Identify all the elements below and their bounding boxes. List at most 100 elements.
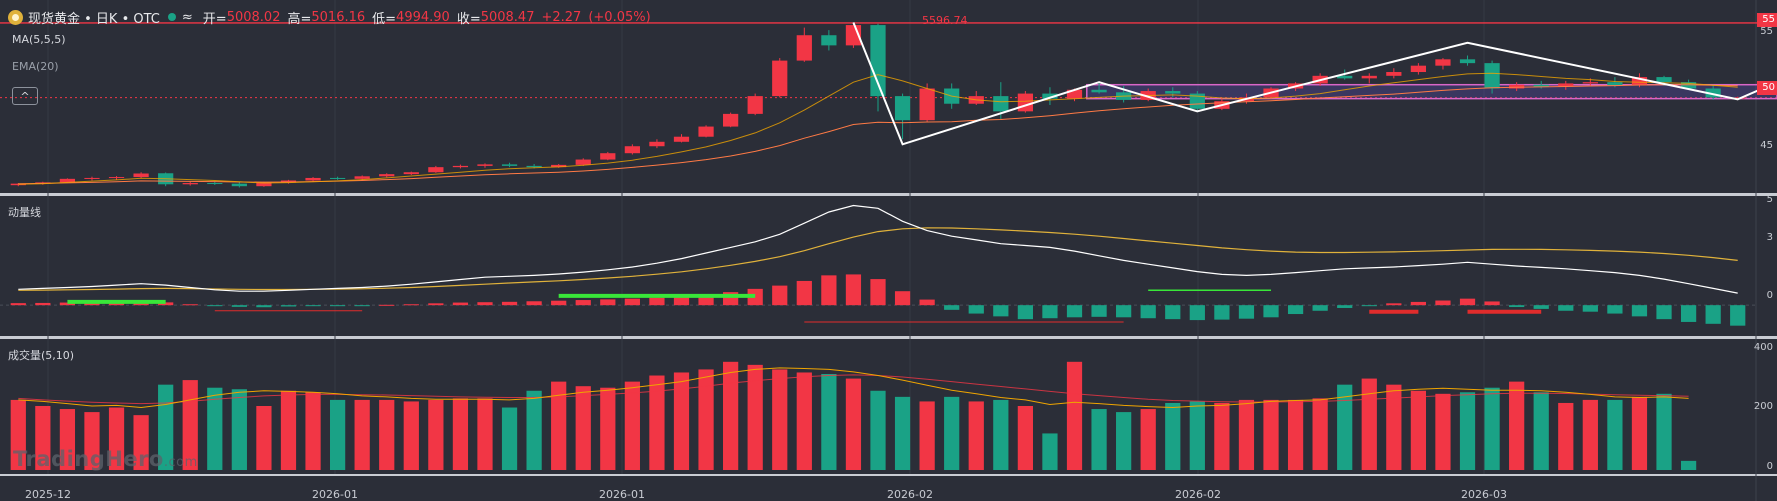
momentum-tick-2: 0 (1766, 290, 1773, 301)
momentum-bar (477, 302, 493, 306)
volume-bar (158, 384, 174, 470)
candle-body (551, 164, 567, 168)
candle-body (1165, 91, 1181, 94)
momentum-bar (403, 304, 419, 306)
volume-bar (10, 399, 26, 470)
momentum-bar (231, 305, 247, 307)
momentum-tick-1: 3 (1766, 232, 1773, 243)
volume-bar (329, 399, 346, 470)
volume-bar (1042, 433, 1058, 470)
candle-body (919, 88, 935, 121)
price-tick: 45 (1760, 140, 1773, 151)
momentum-bar (1680, 305, 1697, 322)
volume-pane-label[interactable]: 成交量(5,10) (8, 349, 75, 362)
momentum-bar (1730, 305, 1746, 326)
volume-bar (35, 406, 51, 470)
candle-body (1459, 59, 1476, 64)
candle-body (1066, 89, 1083, 99)
high-value: 5016.16 (311, 9, 366, 25)
momentum-pane-label[interactable]: 动量线 (8, 206, 41, 219)
volume-bar (403, 401, 419, 470)
ma-indicator-label[interactable]: MA(5,5,5) (12, 33, 66, 46)
collapse-indicators-button[interactable]: ^ (12, 87, 38, 105)
candle-body (747, 96, 763, 114)
candle-body (501, 164, 518, 166)
volume-bar (1459, 392, 1476, 470)
momentum-bar (501, 301, 518, 306)
momentum-bar (575, 300, 591, 306)
momentum-bar (379, 304, 395, 306)
volume-bar (919, 401, 935, 470)
volume-bar (1337, 384, 1353, 470)
volume-bar (821, 374, 837, 470)
candle-body (1484, 63, 1500, 89)
pane-divider-2 (0, 336, 1777, 339)
volume-tick-1: 200 (1753, 401, 1773, 412)
momentum-bar (10, 303, 26, 306)
momentum-bar (1189, 305, 1205, 321)
candle-body (600, 153, 616, 160)
momentum-bar (944, 305, 960, 310)
candle-body (84, 177, 100, 179)
momentum-bar (1631, 305, 1648, 317)
candle-body (182, 183, 198, 185)
momentum-bar (1091, 305, 1107, 317)
candle-body (1337, 75, 1353, 79)
volume-bar (796, 372, 812, 470)
momentum-bar (305, 305, 321, 307)
volume-bar (1165, 402, 1181, 470)
momentum-tick-0: 5 (1766, 194, 1773, 205)
momentum-bar (1705, 305, 1721, 324)
momentum-bar (1312, 305, 1328, 311)
volume-bar (1410, 390, 1427, 470)
volume-bar (673, 372, 690, 470)
candle-body (993, 96, 1009, 112)
momentum-bar (1656, 305, 1672, 320)
momentum-bar (600, 299, 616, 306)
momentum-bar (1066, 305, 1083, 318)
momentum-bar (673, 296, 690, 306)
ema-indicator-label[interactable]: EMA(20) (12, 60, 59, 73)
volume-bar (59, 409, 76, 470)
momentum-bar (280, 305, 297, 307)
volume-bar (894, 396, 911, 470)
open-label: 开= (202, 11, 227, 27)
volume-bar (944, 396, 960, 470)
candle-body (1680, 82, 1697, 89)
candle-body (329, 177, 346, 179)
candle-body (428, 167, 444, 173)
momentum-bar (1386, 303, 1402, 306)
volume-tick-0: 400 (1753, 342, 1773, 353)
current-price-tag: 50 (1757, 81, 1777, 95)
momentum-bar (649, 297, 665, 306)
candle-body (1017, 93, 1033, 112)
candle-body (1361, 75, 1377, 79)
pane-divider-1 (0, 193, 1777, 196)
x-label-4: 2026-02 (1175, 488, 1221, 501)
momentum-bar (1337, 305, 1353, 308)
change-value: +2.27 (541, 9, 582, 25)
volume-bar (182, 380, 198, 470)
high-label: 高= (287, 11, 312, 27)
wave-icon[interactable]: ≈ (181, 9, 193, 25)
volume-bar (1582, 399, 1598, 470)
candle-body (231, 183, 247, 187)
price-tick-top: 55 (1760, 26, 1773, 37)
momentum-bar (256, 305, 272, 308)
change-percent: (+0.05%) (588, 9, 651, 25)
candle-body (1042, 93, 1058, 99)
volume-bar (1484, 387, 1500, 470)
momentum-bar (624, 298, 640, 306)
momentum-bar (428, 303, 444, 306)
momentum-bar (1509, 305, 1525, 308)
volume-bar (452, 398, 469, 470)
momentum-bar (1533, 305, 1549, 309)
volume-bar (1116, 412, 1132, 470)
volume-bar (845, 378, 862, 470)
momentum-bar (59, 302, 76, 306)
candle-body (1091, 89, 1107, 93)
momentum-bar (1116, 305, 1132, 318)
volume-bar (1312, 398, 1328, 470)
